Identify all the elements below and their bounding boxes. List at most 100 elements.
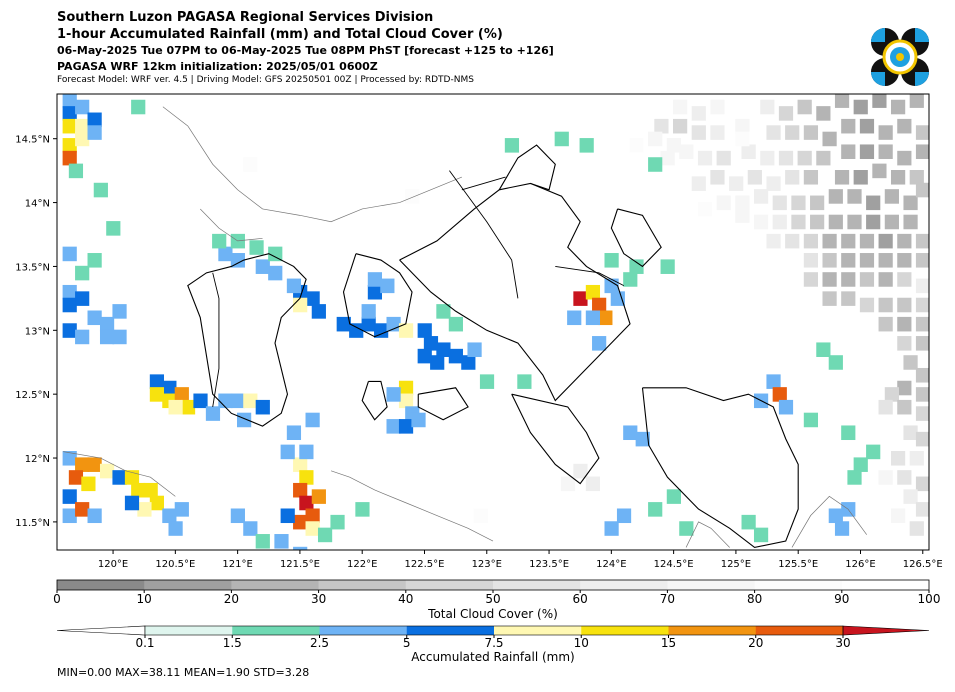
rain-cell — [660, 259, 675, 274]
rain-cell — [81, 476, 96, 492]
cloud-colorbar-tick-label: 10 — [137, 592, 152, 606]
rain-cell — [629, 259, 644, 274]
rain-cell — [62, 297, 77, 313]
cloud-colorbar-tick-label: 100 — [918, 592, 941, 606]
cloud-cell — [866, 214, 881, 230]
cloud-colorbar-segment — [318, 580, 407, 590]
coastline — [399, 182, 631, 402]
rain-cell — [592, 336, 607, 351]
cloud-cell — [629, 138, 644, 153]
cloud-cell — [797, 150, 812, 166]
cloud-colorbar-tick-label: 40 — [398, 592, 413, 606]
rain-cell — [93, 182, 108, 198]
cloud-cell — [785, 125, 800, 140]
rain-cell — [75, 265, 90, 281]
x-tick-label: 120.5°E — [155, 559, 195, 570]
rain-cell — [816, 342, 831, 357]
y-tick-label: 12°N — [25, 454, 50, 465]
cloud-cell — [766, 125, 781, 140]
cloud-cell — [479, 482, 495, 498]
rain-cell — [853, 457, 868, 472]
rain-cell — [249, 240, 264, 255]
rain-cell — [124, 495, 140, 511]
rain-cell — [361, 316, 376, 332]
rain-cell — [803, 412, 819, 428]
rain-cell — [648, 157, 663, 172]
cloud-cell — [903, 425, 918, 441]
rain-colorbar-tick-label: 30 — [835, 636, 850, 650]
cloud-cell — [778, 106, 794, 121]
rain-cell — [361, 304, 376, 319]
cloud-cell — [766, 176, 781, 191]
init-time: PAGASA WRF 12km initialization: 2025/05/… — [57, 60, 378, 73]
cloud-cell — [878, 272, 893, 287]
cloud-cell — [679, 227, 694, 243]
cloud-cell — [822, 233, 837, 249]
rain-cell — [280, 508, 295, 524]
rain-cell — [753, 527, 769, 543]
rain-cell — [772, 387, 787, 402]
cloud-cell — [903, 355, 918, 370]
rain-cell — [75, 99, 90, 115]
rain-cell — [230, 253, 245, 268]
cloud-cell — [660, 150, 675, 166]
coastline — [342, 253, 413, 338]
rain-cell — [87, 125, 102, 140]
cloud-cell — [747, 170, 762, 185]
cloud-cell — [915, 233, 929, 249]
cloud-cell — [648, 131, 663, 147]
rain-cell — [834, 521, 850, 536]
rain-cell — [317, 527, 333, 543]
cloud-cell — [585, 476, 601, 492]
rain-cell — [293, 482, 308, 498]
cloud-cell — [859, 297, 875, 313]
rain-cell — [592, 297, 607, 313]
cloud-cell — [841, 233, 856, 249]
cloud-colorbar-segment — [405, 580, 494, 590]
cloud-cell — [884, 189, 899, 204]
rain-cell — [828, 508, 843, 524]
x-tick-label: 122.5°E — [405, 559, 445, 570]
rain-colorbar-tick-label: 1.5 — [223, 636, 242, 650]
rain-cell — [75, 131, 90, 147]
rain-cell — [461, 355, 476, 370]
rain-cell — [68, 163, 84, 179]
cloud-cell — [822, 253, 837, 268]
rain-cell — [616, 508, 632, 524]
rain-cell — [386, 387, 401, 402]
cloud-cell — [828, 214, 843, 230]
rain-cell — [567, 310, 582, 326]
cloud-colorbar-segment — [493, 580, 581, 590]
cloud-cell — [753, 189, 769, 204]
rain-cell — [62, 94, 77, 108]
cloud-colorbar-tick-label: 60 — [573, 592, 588, 606]
cloud-cell — [803, 272, 819, 287]
y-tick-label: 13.5°N — [15, 262, 50, 273]
rain-cell — [193, 393, 208, 409]
cloud-cell — [878, 253, 893, 268]
cloud-colorbar-tick-label: 20 — [224, 592, 239, 606]
rain-cell — [62, 323, 77, 338]
rain-cell — [218, 246, 233, 262]
rain-cell — [255, 259, 270, 274]
rain-cell — [398, 323, 414, 338]
cloud-cell — [878, 125, 893, 140]
cloud-colorbar-tick-label: 50 — [485, 592, 500, 606]
cloud-cell — [915, 367, 929, 383]
coastline — [187, 253, 307, 427]
province-line — [212, 272, 220, 408]
rain-colorbar-tick-label: 10 — [574, 636, 589, 650]
cloud-cell — [891, 451, 906, 466]
rain-cell — [380, 278, 395, 294]
rain-cell — [579, 138, 594, 153]
rain-cell — [174, 387, 189, 402]
rain-cell — [299, 495, 314, 511]
cloud-cell — [785, 170, 800, 185]
rain-cell — [75, 502, 90, 517]
cloud-cell — [735, 195, 750, 211]
cloud-colorbar-label: Total Cloud Cover (%) — [427, 607, 558, 621]
cloud-cell — [679, 144, 694, 160]
coastline — [511, 393, 600, 485]
cloud-colorbar-segment — [580, 580, 668, 590]
rain-cell — [112, 304, 127, 319]
